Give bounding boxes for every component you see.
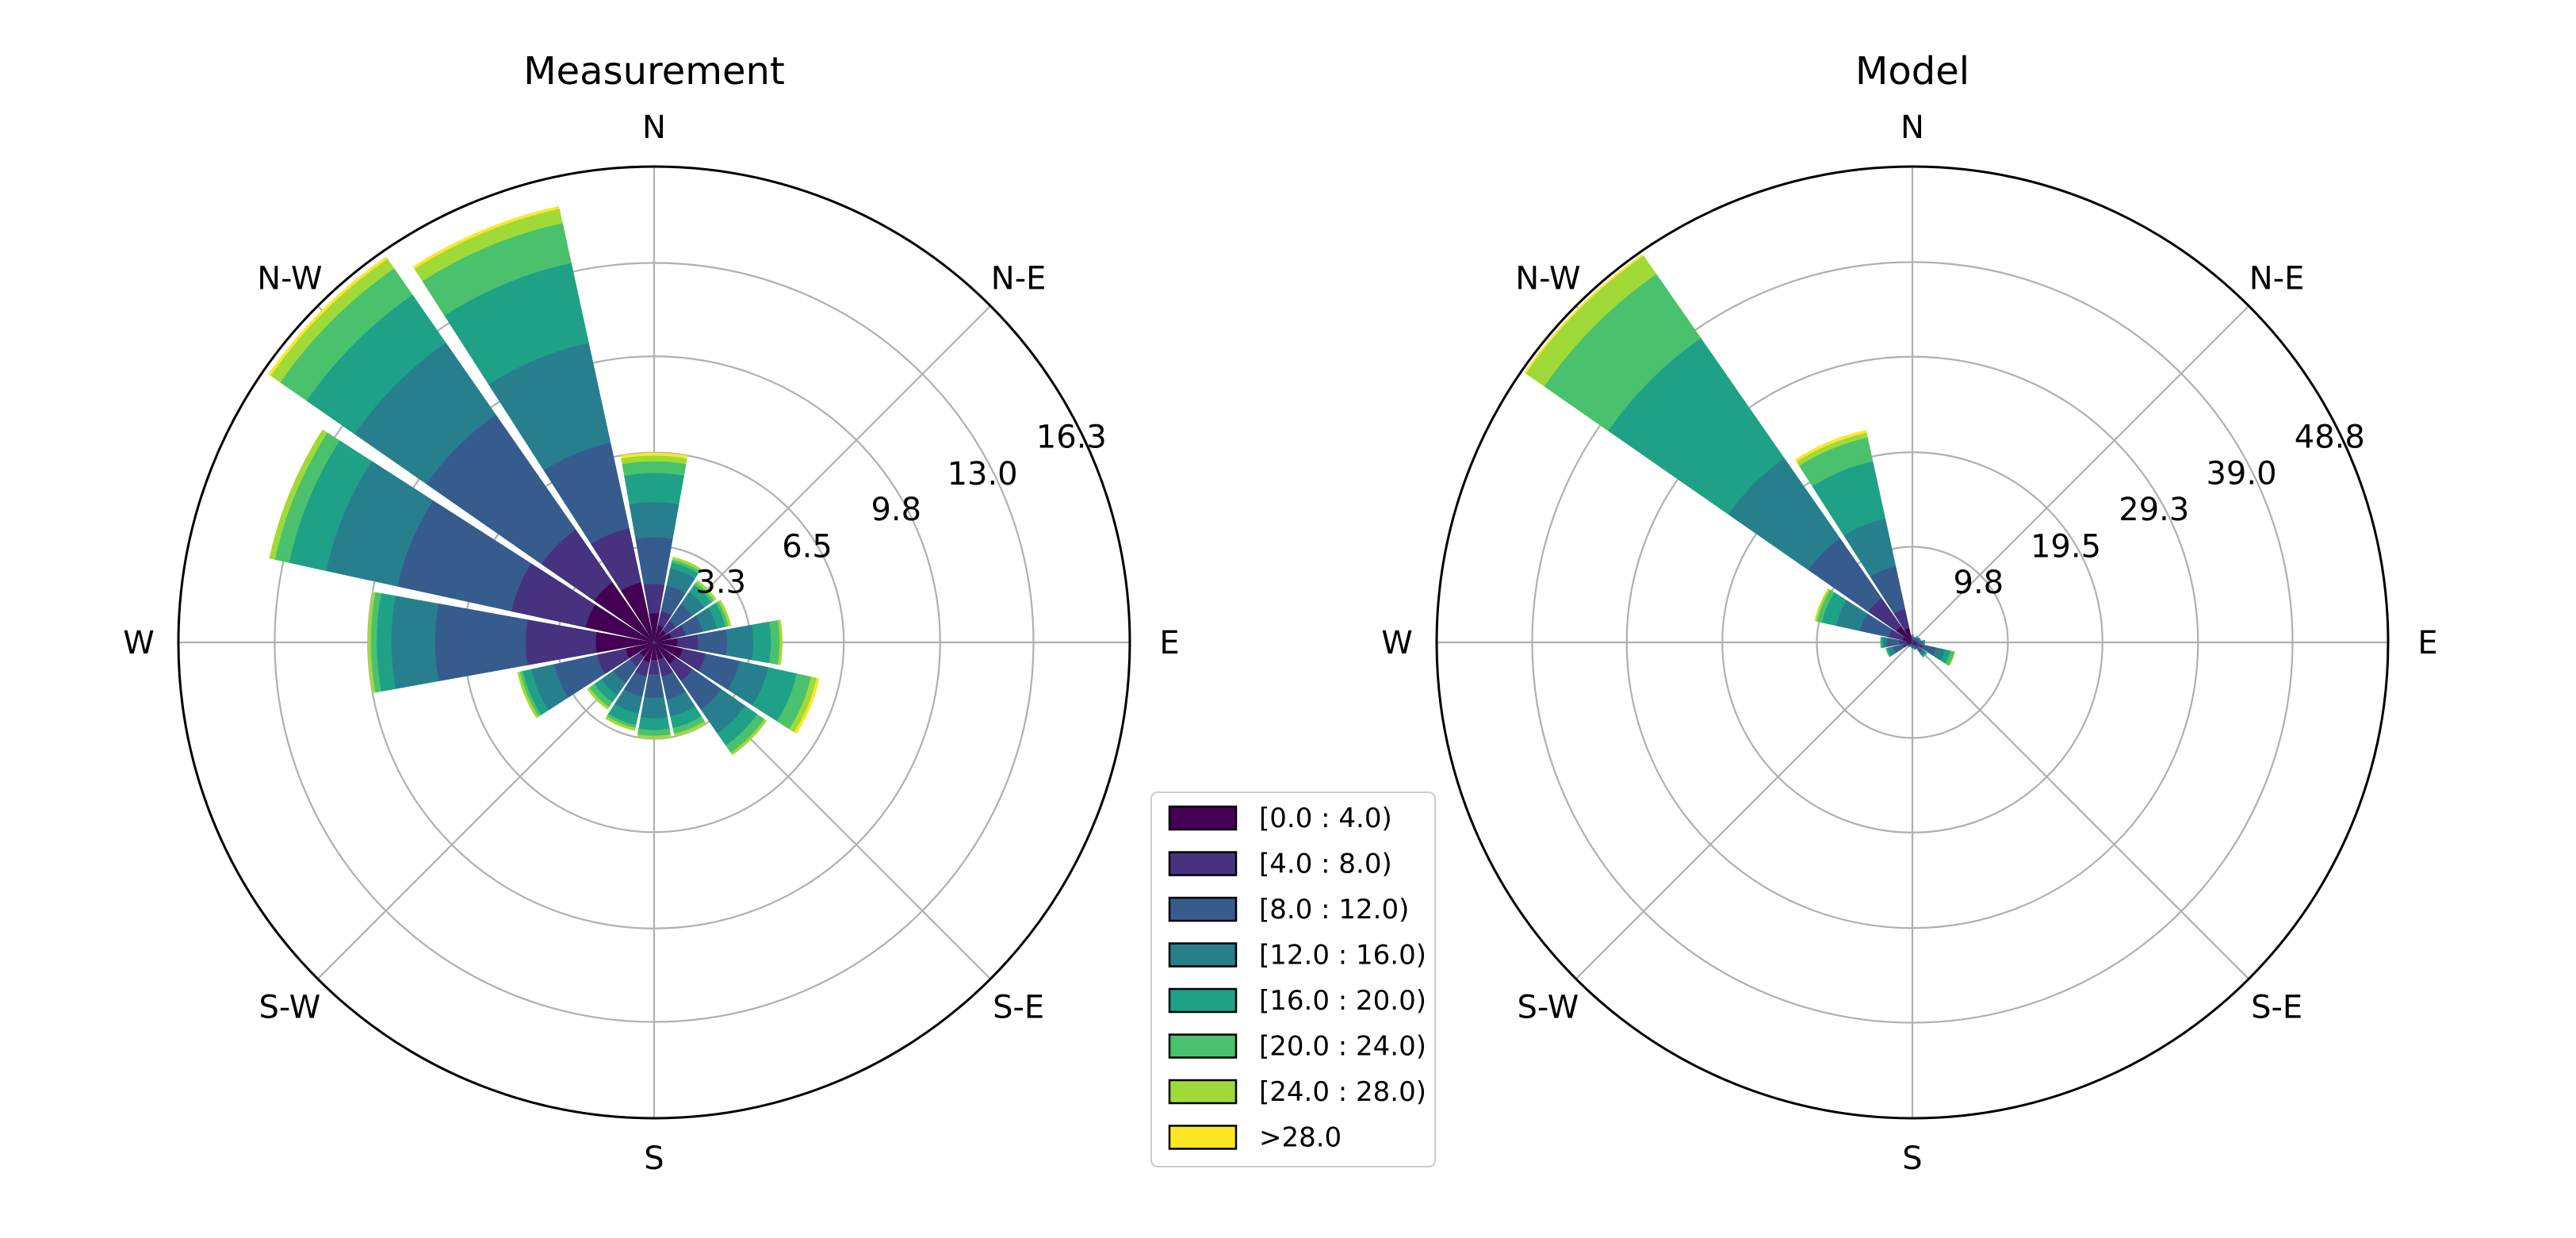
wind-bar-segment — [1912, 640, 1915, 642]
grid-spoke — [653, 305, 992, 643]
radial-tick-label: 9.8 — [1954, 565, 2004, 601]
legend-swatch — [1168, 851, 1238, 876]
legend-label: [16.0 : 20.0) — [1259, 985, 1426, 1017]
direction-label: N-E — [2249, 260, 2305, 297]
wind-bar-segment — [621, 582, 654, 642]
wind-bar-segment — [1912, 642, 1913, 645]
wind-bar-segment — [654, 642, 664, 660]
grid-spoke — [1912, 305, 2250, 643]
polar-frame — [177, 165, 1131, 1120]
radial-tick-label: 19.5 — [2031, 528, 2101, 565]
polar-frame — [1435, 165, 2390, 1120]
radial-tick-label: 13.0 — [947, 456, 1018, 493]
wind-bar-segment — [643, 584, 665, 642]
legend: [0.0 : 4.0) [4.0 : 8.0) [8.0 : 12.0) [12.0 … — [1150, 791, 1436, 1167]
legend-label: [20.0 : 24.0) — [1259, 1031, 1426, 1063]
legend-swatch — [1168, 805, 1238, 831]
radial-tick-label: 6.5 — [782, 528, 833, 565]
legend-swatch — [1168, 987, 1238, 1014]
legend-swatch — [1168, 942, 1238, 968]
chart-title: Measurement — [523, 49, 785, 94]
wind-bar-segment — [1904, 627, 1912, 642]
radial-tick-label: 9.8 — [871, 492, 921, 528]
direction-label: S-W — [258, 990, 320, 1026]
wind-bar-segment — [585, 604, 654, 642]
wind-bar-segment — [1912, 641, 1919, 644]
direction-label: N-W — [1515, 260, 1580, 297]
wind-bar-segment — [1912, 640, 1913, 642]
direction-label: S — [1902, 1140, 1922, 1177]
wind-bar-segment — [639, 642, 654, 657]
wind-bar-segment — [1912, 642, 1918, 646]
grid-spoke — [1912, 642, 2250, 980]
radial-tick-label: 39.0 — [2206, 456, 2276, 493]
wind-bar-segment — [1912, 640, 1914, 642]
legend-swatch — [1168, 1033, 1238, 1059]
direction-label: W — [123, 625, 155, 661]
wind-bar-segment — [654, 625, 664, 642]
measurement-windrose: Measurement 3.3 6.5 9.8 13.0 16.3 N N-E E S-E S S-… — [123, 49, 1179, 1177]
radial-tick-label: 29.3 — [2119, 492, 2189, 528]
wind-bar-segment — [654, 642, 676, 665]
direction-label: E — [1159, 625, 1179, 661]
wind-bar-segment — [654, 630, 667, 642]
radial-tick-label: 16.3 — [1036, 419, 1107, 455]
legend-label: [12.0 : 16.0) — [1259, 940, 1426, 972]
wind-bar-segment — [626, 642, 654, 658]
legend-label: [0.0 : 4.0) — [1259, 803, 1392, 834]
direction-label: N — [642, 109, 666, 146]
direction-label: N — [1900, 109, 1924, 146]
grid-spoke — [1575, 642, 1913, 980]
legend-swatch — [1168, 1079, 1238, 1105]
legend-label: [8.0 : 12.0) — [1259, 894, 1409, 926]
wind-bar-segment — [526, 619, 654, 665]
direction-label: N-W — [257, 260, 322, 297]
wind-bar-segment — [1912, 642, 1916, 646]
radial-tick-label: 3.3 — [695, 565, 746, 601]
direction-label: W — [1381, 625, 1413, 661]
legend-label: [4.0 : 8.0) — [1259, 849, 1392, 880]
wind-bar-segment — [654, 642, 683, 658]
wind-bar-segment — [649, 613, 660, 642]
legend-swatch — [1168, 896, 1238, 922]
wind-bar-segment — [643, 642, 654, 663]
legend-frame — [1150, 791, 1436, 1167]
wind-bar-segment — [1910, 642, 1912, 645]
legend-swatch — [1168, 1125, 1238, 1150]
wind-bar-segment — [1900, 640, 1912, 645]
wind-bar-segment — [595, 631, 654, 653]
wind-bar-segment — [1896, 626, 1912, 642]
chart-title: Model — [1855, 49, 1969, 94]
wind-bar-segment — [1912, 642, 1914, 645]
wind-bar-segment — [654, 633, 672, 642]
wind-bar-segment — [1908, 642, 1912, 645]
legend-label: [24.0 : 28.0) — [1259, 1076, 1426, 1108]
wind-bar-segment — [594, 582, 654, 642]
legend-label: >28.0 — [1259, 1122, 1342, 1154]
model-windrose: Model 9.8 19.5 29.3 39.0 48.8 N N-E E S-E S S-W W N-… — [1381, 49, 2437, 1177]
direction-label: S-E — [2251, 990, 2302, 1026]
direction-label: S-W — [1517, 990, 1579, 1026]
wind-bar-segment — [654, 638, 678, 647]
wind-bar-segment — [651, 642, 657, 661]
wind-bar-segment — [1906, 641, 1912, 644]
direction-label: E — [2417, 625, 2437, 661]
direction-label: N-E — [991, 260, 1047, 297]
radial-tick-label: 48.8 — [2295, 419, 2365, 455]
direction-label: S-E — [993, 990, 1044, 1026]
wind-bar-segment — [1902, 637, 1912, 642]
direction-label: S — [644, 1140, 664, 1177]
